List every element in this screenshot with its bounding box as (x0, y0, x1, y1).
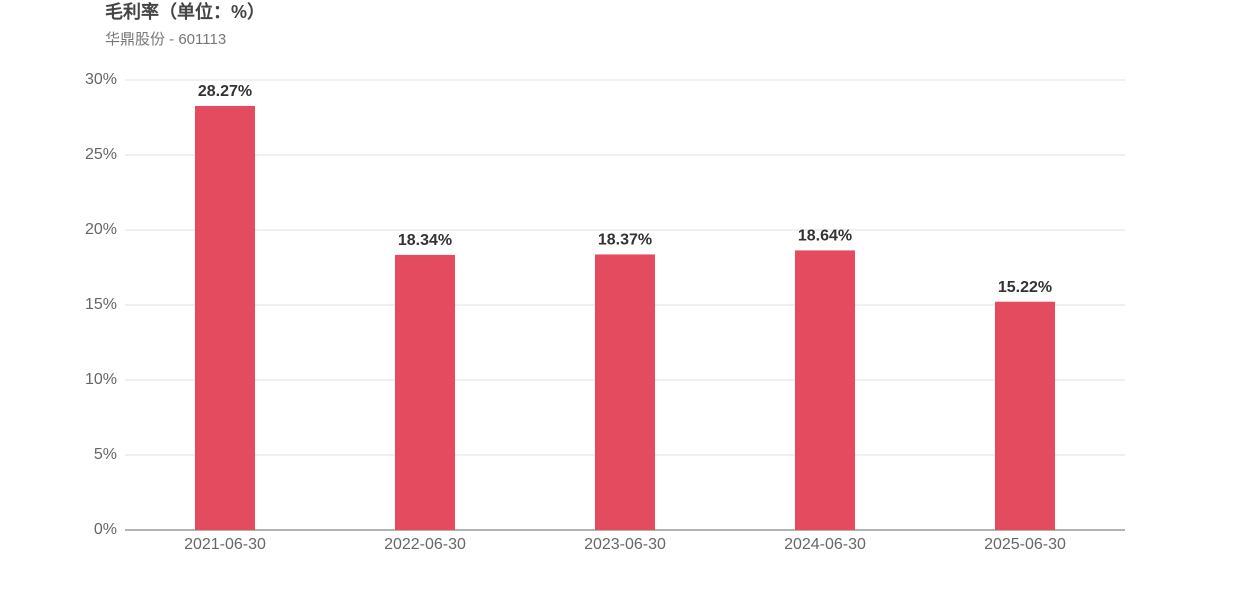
y-tick-label: 15% (85, 296, 117, 313)
chart-title: 毛利率（单位：%） (105, 1, 265, 22)
x-tick-label: 2024-06-30 (784, 536, 866, 553)
bar (395, 254, 455, 530)
bar (995, 301, 1055, 530)
chart-subtitle: 华鼎股份 - 601113 (105, 31, 226, 48)
y-tick-label: 25% (85, 146, 117, 163)
value-label: 18.34% (398, 232, 452, 249)
value-label: 28.27% (198, 83, 252, 100)
bar (795, 250, 855, 530)
x-tick-label: 2025-06-30 (984, 536, 1066, 553)
value-label: 15.22% (998, 279, 1052, 296)
y-tick-label: 0% (94, 521, 117, 538)
x-tick-label: 2021-06-30 (184, 536, 266, 553)
y-tick-label: 10% (85, 371, 117, 388)
value-label: 18.37% (598, 232, 652, 249)
value-label: 18.64% (798, 228, 852, 245)
y-tick-label: 20% (85, 221, 117, 238)
x-tick-label: 2023-06-30 (584, 536, 666, 553)
bar (595, 254, 655, 530)
bar (195, 105, 255, 530)
y-tick-label: 5% (94, 446, 117, 463)
y-tick-label: 30% (85, 71, 117, 88)
x-tick-label: 2022-06-30 (384, 536, 466, 553)
